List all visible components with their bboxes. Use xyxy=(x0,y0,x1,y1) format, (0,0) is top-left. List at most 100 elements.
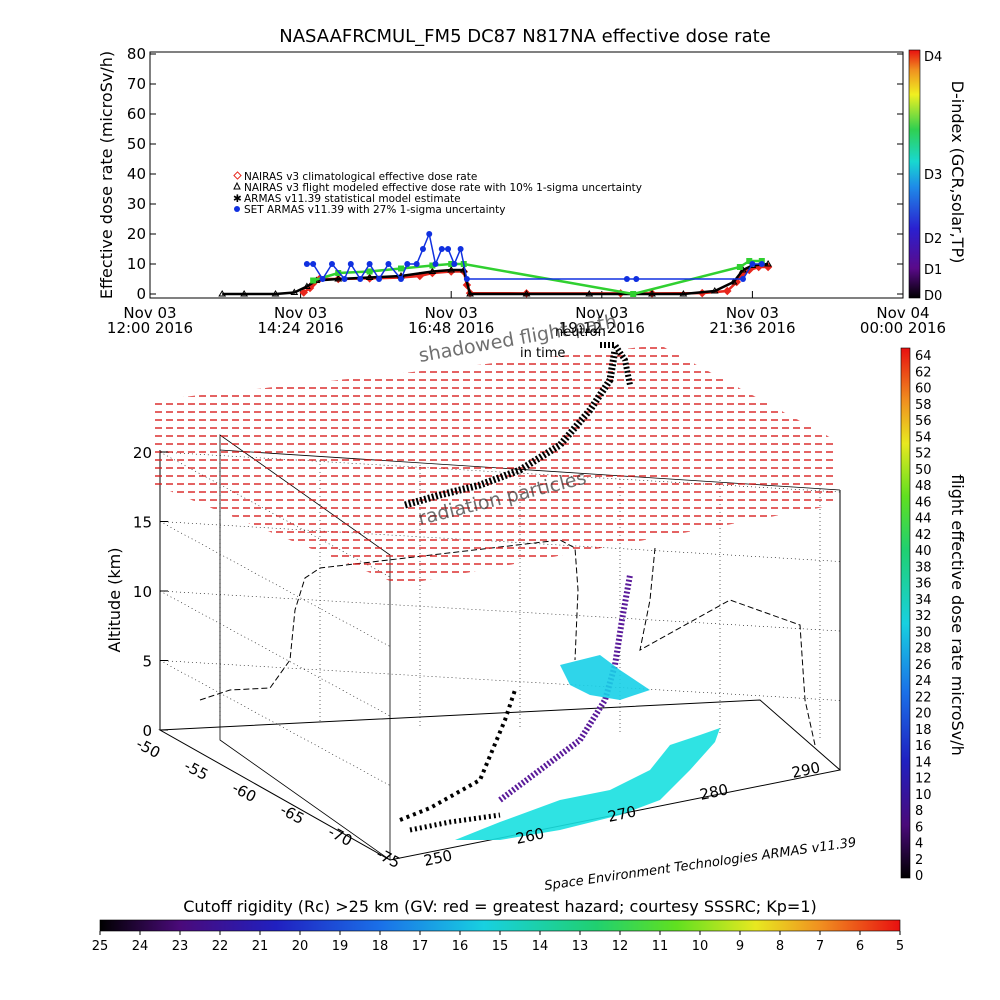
series-point xyxy=(758,261,765,267)
rigidity-bar-label: Cutoff rigidity (Rc) >25 km (GV: red = g… xyxy=(183,897,817,916)
dose-tick-label: 26 xyxy=(915,658,932,673)
series-point xyxy=(429,262,436,269)
rigidity-tick-label: 11 xyxy=(652,939,669,954)
series-point xyxy=(710,287,719,294)
series-point xyxy=(376,276,383,282)
top-y-tick-label: 30 xyxy=(127,195,146,213)
series-point xyxy=(463,276,470,282)
series-point xyxy=(736,264,743,270)
series-point xyxy=(448,261,455,267)
hazard-plane xyxy=(155,345,835,585)
credit-text: Space Environment Technologies ARMAS v11… xyxy=(543,835,857,894)
rigidity-bar-panel: Cutoff rigidity (Rc) >25 km (GV: red = g… xyxy=(92,897,904,954)
series-point xyxy=(302,282,311,289)
series-point xyxy=(623,276,630,282)
dose-tick-label: 56 xyxy=(915,414,932,429)
series-point xyxy=(432,261,439,267)
lat-tick-label: -75 xyxy=(373,845,403,872)
z-tick-label: 0 xyxy=(142,722,152,740)
rigidity-tick-label: 22 xyxy=(212,939,229,954)
grid-line xyxy=(159,590,841,632)
series-point xyxy=(366,261,373,267)
lon-tick-label: 280 xyxy=(698,780,730,804)
rigidity-tick-label: 12 xyxy=(612,939,629,954)
dose-tick-label: 20 xyxy=(915,707,932,722)
rigidity-tick-label: 19 xyxy=(332,939,349,954)
series-point xyxy=(335,270,342,276)
shadow-track-right-wall xyxy=(639,547,816,746)
grid-line xyxy=(159,590,391,717)
dose-tick-label: 14 xyxy=(915,755,932,770)
series-point xyxy=(404,261,411,267)
dindex-ticks: D0 D1 D2 D3 D4 xyxy=(924,50,942,304)
dose-tick-label: 18 xyxy=(915,723,932,738)
top-y-tick-label: 50 xyxy=(127,135,146,153)
dose-tick-label: 42 xyxy=(915,528,932,543)
grid-line xyxy=(159,660,841,701)
dose-tick-label: 50 xyxy=(915,463,932,478)
top-y-tick-label: 70 xyxy=(127,75,146,93)
rigidity-tick-label: 6 xyxy=(856,939,864,954)
series-point xyxy=(445,246,452,252)
lat-tick-label: -70 xyxy=(325,823,355,850)
top-x-tick-label-date: Nov 03 xyxy=(274,304,327,322)
top-x-tick-label-date: Nov 03 xyxy=(425,304,478,322)
series-point xyxy=(447,266,456,273)
top-panel: NASAAFRCMUL_FM5 DC87 N817NA effective do… xyxy=(97,26,967,337)
series-point xyxy=(319,276,326,282)
series-point xyxy=(290,288,299,295)
lat-tick-label: -50 xyxy=(133,735,163,762)
series-point xyxy=(334,275,343,282)
dose-tick-label: 34 xyxy=(915,593,932,608)
series-point xyxy=(398,276,404,282)
top-y-tick-label: 60 xyxy=(127,105,146,123)
flight-path-3d-tail xyxy=(600,342,633,386)
dose-tick-label: 48 xyxy=(915,479,932,494)
top-y-axis-title: Effective dose rate (microSv/h) xyxy=(97,51,116,299)
annotation-neutron: neutron xyxy=(555,325,606,340)
legend-marker xyxy=(233,171,242,180)
lat-tick-label: -55 xyxy=(181,757,211,784)
rigidity-tick-label: 14 xyxy=(532,939,549,954)
dose-tick-label: 16 xyxy=(915,739,932,754)
series-point xyxy=(428,267,437,274)
rigidity-tick-label: 5 xyxy=(896,939,904,954)
dose-tick-label: 44 xyxy=(915,512,932,527)
dindex-tick-label: D3 xyxy=(924,168,942,183)
dose-tick-label: 22 xyxy=(915,690,932,705)
series-point xyxy=(218,290,227,297)
series-point xyxy=(341,276,348,282)
dose-colorbar-label: flight effective dose rate microSv/h xyxy=(948,474,967,756)
lon-tick-label: 250 xyxy=(422,846,454,870)
series-point xyxy=(303,261,310,267)
rigidity-ticks: 25 24 23 22 21 20 19 18 17 16 15 14 13 12 11 10 9 8 7 6 5 xyxy=(92,931,904,954)
lon-tick-label: 270 xyxy=(606,802,638,826)
flight-3d-panel: shadowed flight path in time neutron rad… xyxy=(105,310,967,894)
top-y-tick-label: 40 xyxy=(127,165,146,183)
top-plot-frame xyxy=(149,51,904,299)
series-point xyxy=(310,261,317,267)
top-x-tick-label-time: 14:24 2016 xyxy=(258,319,344,337)
dose-ticks: 0246810121416182022242628303234363840424… xyxy=(915,349,932,884)
rigidity-tick-label: 7 xyxy=(816,939,824,954)
series-point xyxy=(729,278,738,285)
top-x-tick-label-date: Nov 03 xyxy=(726,304,779,322)
rigidity-tick-label: 18 xyxy=(372,939,389,954)
dindex-tick-label: D4 xyxy=(924,50,942,65)
dose-tick-label: 62 xyxy=(915,365,932,380)
rigidity-tick-label: 15 xyxy=(492,939,509,954)
series-point xyxy=(310,277,317,284)
series-point xyxy=(240,290,249,297)
dose-tick-label: 52 xyxy=(915,447,932,462)
top-x-tick-label-date: Nov 03 xyxy=(123,304,176,322)
rigidity-tick-label: 13 xyxy=(572,939,589,954)
z-ticks: 0 5 10 15 20 xyxy=(133,444,168,740)
top-x-tick-label-time: 19:12 2016 xyxy=(559,319,645,337)
dose-tick-label: 24 xyxy=(915,674,932,689)
series-point xyxy=(385,261,392,267)
series-point xyxy=(522,290,531,297)
lat-ticks: -50 -55 -60 -65 -70 -75 xyxy=(133,735,403,872)
dose-tick-label: 36 xyxy=(915,577,932,592)
series-point xyxy=(438,246,445,252)
